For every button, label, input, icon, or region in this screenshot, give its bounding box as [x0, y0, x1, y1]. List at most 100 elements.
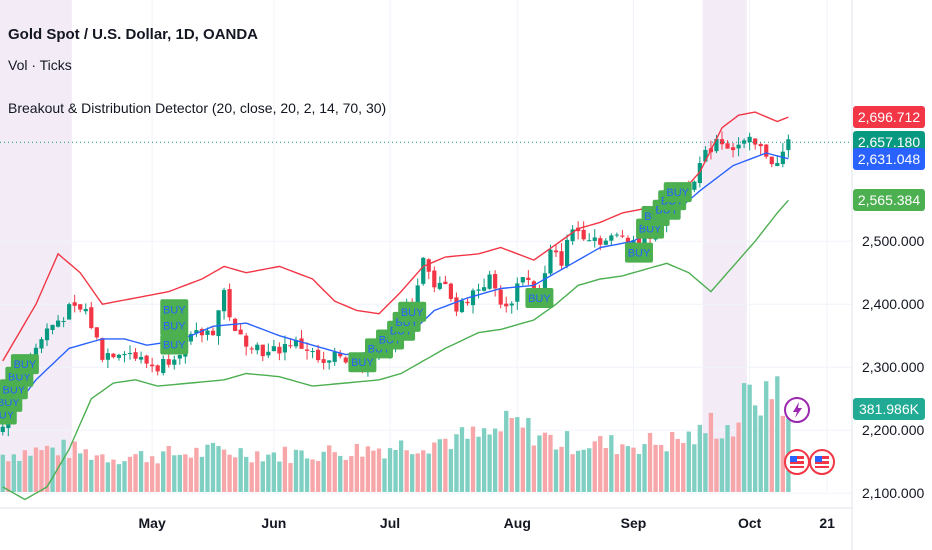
volume-bar	[116, 464, 122, 492]
candle-body	[520, 277, 525, 283]
volume-bar	[531, 445, 537, 492]
us-flag-event-icon[interactable]	[809, 449, 835, 475]
volume-bar	[321, 451, 326, 492]
volume-bar	[221, 449, 227, 492]
candle-body	[288, 345, 293, 347]
volume-bar	[404, 450, 409, 492]
volume-bar	[166, 445, 171, 492]
candle-body	[614, 234, 619, 236]
candle-body	[636, 238, 642, 245]
volume-bar	[22, 450, 28, 492]
volume-bar	[764, 381, 769, 492]
volume-bar	[83, 449, 88, 492]
volume-bar	[122, 461, 127, 492]
volume-bar	[94, 455, 99, 492]
volume-bar	[753, 405, 758, 492]
candle-body	[415, 285, 420, 312]
candle-body	[72, 302, 77, 306]
candle-body	[581, 229, 586, 240]
volume-bar	[244, 456, 249, 492]
volume-bar	[33, 447, 39, 492]
volume-bar	[714, 438, 719, 492]
basis-price-tag: 2,631.048	[853, 147, 925, 170]
volume-bar	[432, 442, 437, 492]
volume-bar	[526, 417, 531, 492]
candle-body	[161, 358, 166, 374]
volume-bar	[664, 451, 669, 492]
candle-body	[332, 352, 337, 362]
volume-bar	[443, 438, 448, 492]
volume-bar	[609, 435, 614, 492]
x-tick-label: 21	[819, 515, 835, 531]
candle-body	[714, 138, 719, 152]
candle-body	[703, 149, 708, 162]
volume-bar	[692, 444, 697, 492]
volume-bar	[343, 459, 348, 492]
buy-signal: BUY	[663, 182, 692, 203]
volume-bar	[548, 434, 553, 492]
volume-bar	[332, 452, 337, 492]
volume-bar	[476, 436, 481, 492]
x-tick-label: Oct	[738, 515, 762, 531]
buy-signal: BUY	[160, 334, 189, 355]
x-tick-label: Jun	[261, 515, 286, 531]
candle-body	[786, 139, 791, 151]
volume-bar	[570, 454, 575, 492]
candle-body	[465, 301, 470, 304]
candle-body	[564, 239, 570, 266]
volume-bar	[293, 449, 299, 492]
buy-signal-label: BUY	[163, 304, 186, 316]
lightning-event-icon[interactable]	[784, 397, 810, 423]
candle-body	[426, 259, 431, 272]
symbol-title[interactable]: Gold Spot / U.S. Dollar, 1D, OANDA	[8, 26, 259, 43]
candle-body	[94, 327, 99, 338]
volume-indicator-label[interactable]: Vol · Ticks	[8, 57, 72, 73]
volume-bar	[415, 453, 420, 492]
candle-body	[233, 318, 238, 332]
candle-body	[299, 338, 304, 349]
candle-body	[598, 238, 603, 245]
candle-body	[725, 143, 730, 149]
volume-bar	[697, 424, 703, 492]
candle-body	[249, 348, 254, 350]
volume-bar	[448, 449, 454, 492]
candle-body	[504, 303, 509, 307]
candle-body	[61, 320, 66, 322]
candle-body	[144, 355, 149, 364]
volume-bar	[658, 444, 664, 492]
y-tick-label: 2,400.000	[862, 296, 924, 312]
volume-bar	[55, 455, 61, 492]
candle-body	[620, 235, 625, 237]
volume-bar	[642, 444, 647, 492]
candle-body	[138, 357, 144, 360]
candle-body	[266, 351, 271, 356]
volume-bar	[564, 431, 570, 492]
candle-body	[730, 147, 736, 151]
buy-signal-label: BUY	[163, 321, 186, 333]
volume-bar	[232, 457, 238, 492]
candle-body	[498, 289, 503, 305]
volume-bar	[487, 434, 492, 492]
buy-signal-label: BUY	[666, 187, 689, 199]
candle-body	[55, 320, 61, 327]
candle-body	[244, 335, 249, 347]
volume-bar	[614, 454, 620, 492]
candle-body	[316, 349, 321, 361]
volume-bar	[371, 450, 376, 492]
candle-body	[50, 324, 55, 331]
candle-body	[221, 289, 227, 312]
volume-bar	[354, 443, 360, 492]
buy-signal-label: BUY	[401, 307, 424, 319]
candle-body	[343, 357, 348, 363]
candle-body	[747, 136, 752, 143]
us-flag-event-icon[interactable]	[784, 449, 810, 475]
volume-bar	[149, 456, 155, 492]
volume-bar	[631, 447, 636, 492]
volume-bar	[365, 446, 371, 492]
candle-body	[282, 344, 288, 353]
candle-body	[0, 426, 5, 433]
candle-body	[166, 359, 171, 365]
indicator-label[interactable]: Breakout & Distribution Detector (20, cl…	[8, 100, 387, 116]
candle-body	[67, 304, 72, 320]
